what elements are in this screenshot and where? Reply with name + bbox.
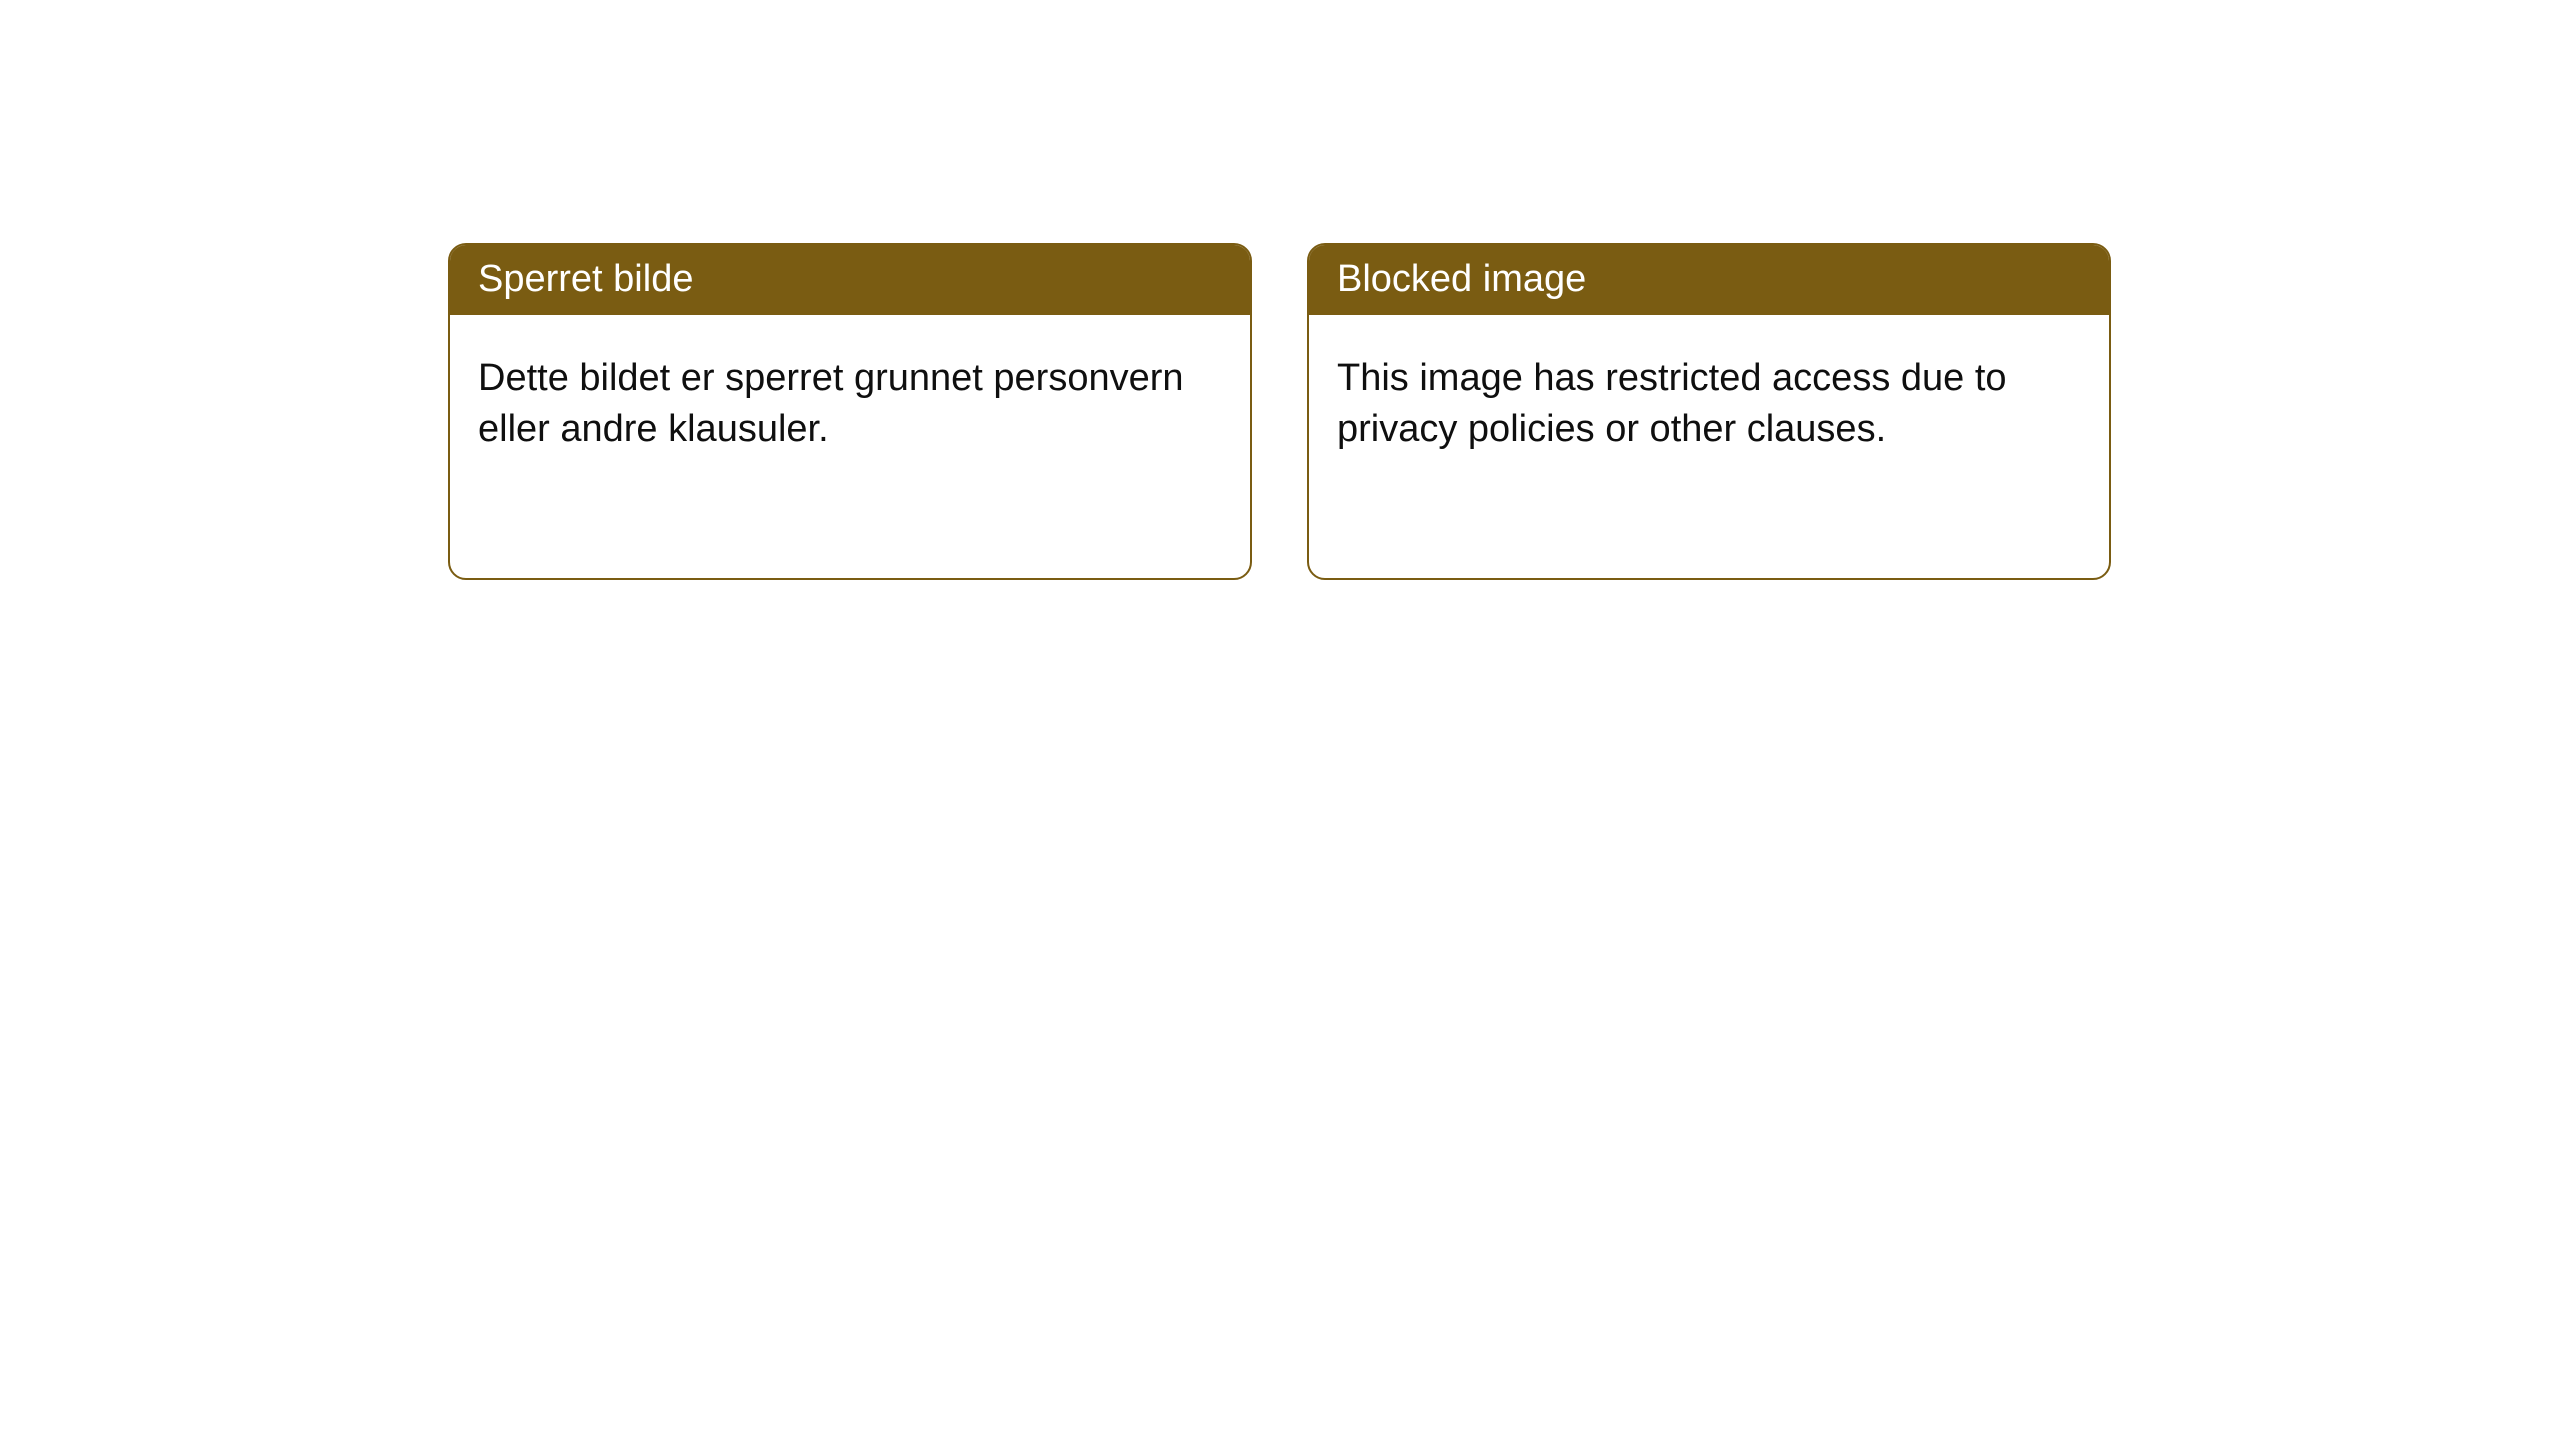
notice-title: Sperret bilde <box>450 245 1250 315</box>
notice-body: This image has restricted access due to … <box>1309 315 2109 494</box>
notice-container: Sperret bilde Dette bildet er sperret gr… <box>448 243 2111 580</box>
notice-title: Blocked image <box>1309 245 2109 315</box>
notice-card-norwegian: Sperret bilde Dette bildet er sperret gr… <box>448 243 1252 580</box>
notice-body: Dette bildet er sperret grunnet personve… <box>450 315 1250 494</box>
notice-card-english: Blocked image This image has restricted … <box>1307 243 2111 580</box>
